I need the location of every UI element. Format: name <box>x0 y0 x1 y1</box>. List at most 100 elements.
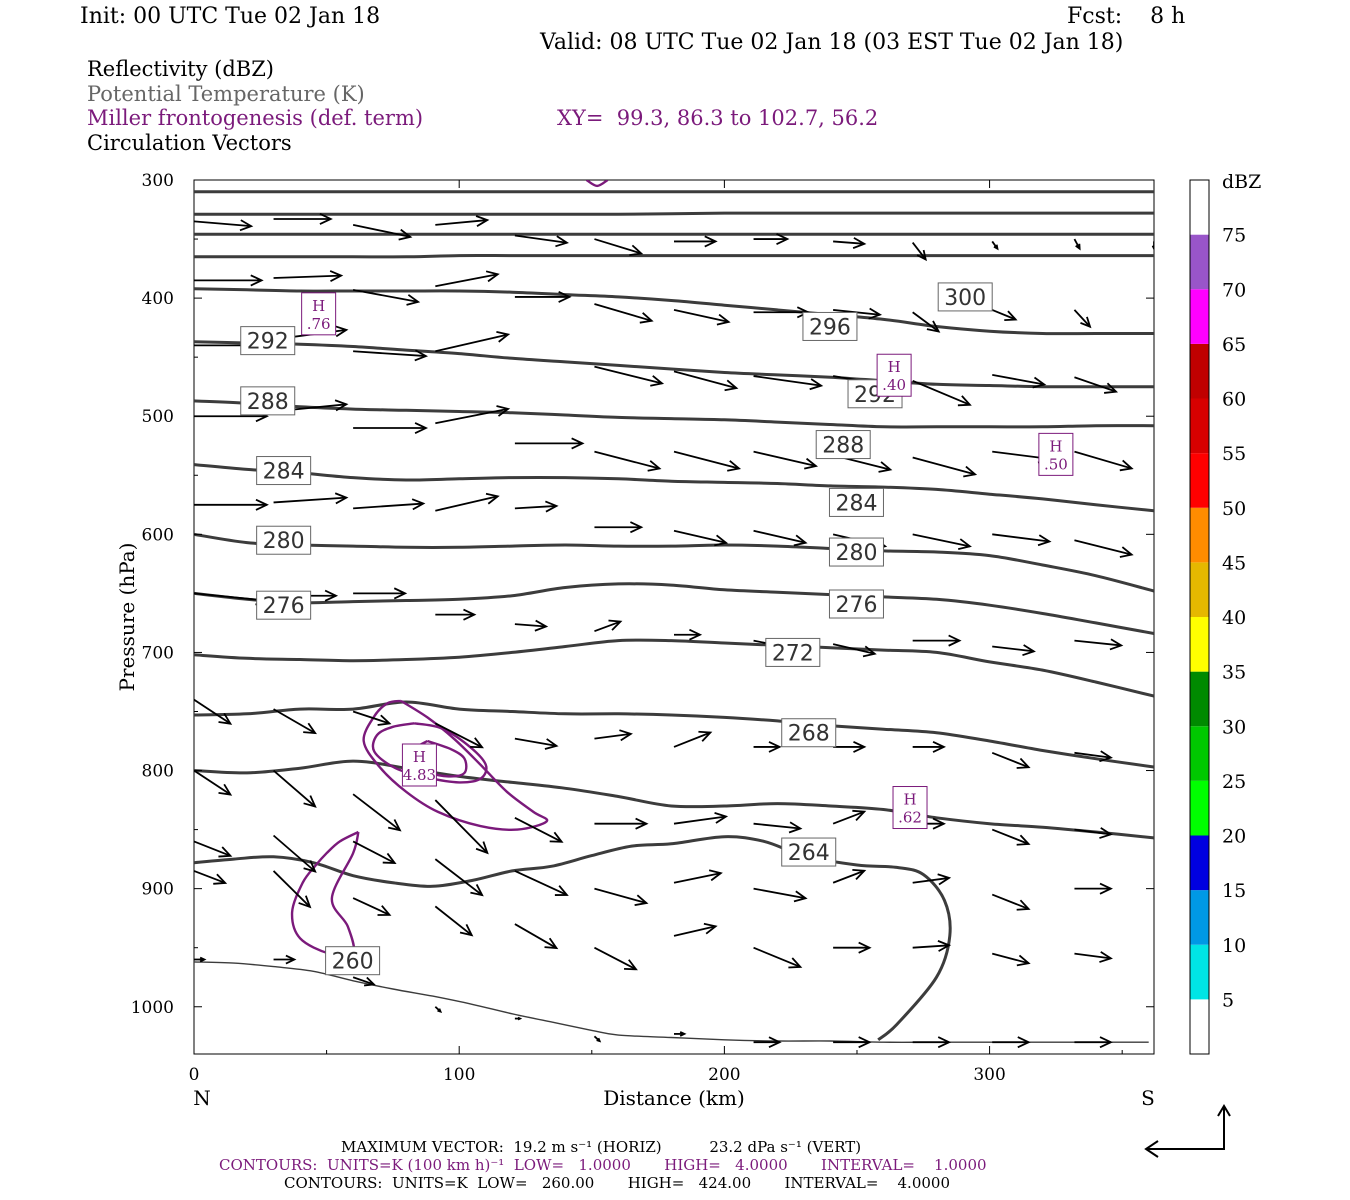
colorbar-swatch <box>1190 780 1209 836</box>
theta-contour-268 <box>194 759 1154 840</box>
circulation-vector <box>594 303 654 324</box>
circulation-vector <box>273 270 344 282</box>
vector-head <box>534 619 549 632</box>
theta-label-box <box>240 386 296 416</box>
theta-label-text: 264 <box>788 841 830 866</box>
vector-shaft <box>912 877 950 884</box>
vector-head <box>377 905 392 916</box>
vector-shaft <box>912 456 976 476</box>
circulation-vector <box>991 828 1031 846</box>
circulation-vector <box>833 740 867 753</box>
circulation-vector <box>992 1036 1031 1049</box>
vector-shaft <box>912 311 940 333</box>
theta-label: 276 <box>828 589 884 619</box>
vector-head <box>963 465 978 478</box>
colorbar-swatch <box>1190 453 1209 508</box>
theta-label-text: 292 <box>247 330 289 355</box>
theta-label-text: 268 <box>788 722 830 747</box>
vector-shaft <box>833 240 865 245</box>
colorbar-level-label: 75 <box>1222 225 1246 247</box>
circulation-vector <box>434 1006 443 1013</box>
circulation-vector <box>594 887 649 906</box>
circulation-vector <box>912 311 941 333</box>
circulation-vector <box>273 213 333 225</box>
circulation-vector <box>272 769 317 808</box>
vector-head <box>937 940 952 952</box>
theta-label: 260 <box>325 946 381 976</box>
circulation-vector <box>273 492 349 505</box>
colorbar-level-label: 25 <box>1222 771 1246 793</box>
legend-potential-temperature: Potential Temperature (K) <box>87 82 365 106</box>
vector-head <box>544 738 559 750</box>
theta-label: 264 <box>781 837 837 867</box>
circulation-vector <box>353 587 408 600</box>
circulation-vector <box>434 799 489 855</box>
theta-label: 288 <box>240 386 296 416</box>
circulation-vector <box>435 492 500 512</box>
colorbar-swatch <box>1190 671 1209 727</box>
theta-label-text: 276 <box>263 594 305 619</box>
circulation-vector <box>991 240 999 251</box>
vector-head <box>255 498 269 511</box>
vector-head <box>1075 243 1081 251</box>
theta-contour-276 <box>194 638 1154 698</box>
vector-head <box>1016 954 1031 967</box>
circulation-vector <box>514 234 569 248</box>
vector-head <box>475 841 489 855</box>
vector-head <box>596 1037 602 1043</box>
vector-shaft <box>435 273 498 288</box>
vector-head <box>329 270 344 282</box>
vector-head <box>1016 757 1031 769</box>
colorbar-swatch <box>1190 398 1209 454</box>
vector-head <box>285 954 297 965</box>
circulation-vector <box>991 751 1031 769</box>
circulation-vector <box>1074 539 1134 558</box>
vector-head <box>1004 310 1018 322</box>
theta-contour-280 <box>194 582 1154 635</box>
vector-head <box>853 740 867 753</box>
circulation-vector <box>194 956 207 963</box>
colorbar-swatch <box>1190 234 1209 290</box>
circulation-vector <box>832 868 867 884</box>
vector-shaft <box>991 893 1029 910</box>
theta-label: 280 <box>256 525 312 555</box>
vector-head <box>937 873 952 886</box>
vector-head <box>1016 834 1031 846</box>
vector-shaft <box>753 822 801 830</box>
colorbar-frame <box>1189 179 1210 1055</box>
theta-label-box <box>325 946 381 976</box>
vector-shaft <box>272 834 316 873</box>
circulation-vector <box>353 498 426 511</box>
circulation-vector <box>594 619 623 633</box>
vector-shaft <box>991 309 1016 321</box>
vector-head <box>1109 638 1124 651</box>
vector-head <box>703 922 718 935</box>
theta-label-box <box>765 637 821 667</box>
colorbar-level-label: 70 <box>1222 279 1246 301</box>
y-tick-label: 400 <box>142 289 174 309</box>
vector-shaft <box>514 923 557 949</box>
vector-shaft <box>992 373 1045 386</box>
frontogenesis-label-value: .62 <box>898 809 922 827</box>
vector-head <box>852 809 867 821</box>
vector-shaft <box>753 375 822 387</box>
vector-head <box>496 331 511 343</box>
frontogenesis-label-h: H <box>1049 437 1062 455</box>
vector-head <box>571 437 585 450</box>
vector-shaft <box>194 769 231 796</box>
theta-label-text: 284 <box>263 460 305 485</box>
theta-label-text: 272 <box>772 641 814 666</box>
frontogenesis-contour-0 <box>362 699 549 831</box>
circulation-vector <box>273 708 317 735</box>
vector-head <box>629 244 644 257</box>
colorbar-swatch <box>1190 890 1209 945</box>
vector-shaft <box>1074 828 1111 836</box>
vector-shaft <box>594 732 631 740</box>
circulation-vector <box>912 533 972 550</box>
theta-label: 284 <box>256 456 312 486</box>
vector-head <box>393 587 408 600</box>
footer-theta-contours: CONTOURS: UNITS=K LOW= 260.00 HIGH= 424.… <box>284 1174 950 1192</box>
circulation-vector <box>912 740 946 753</box>
vector-shaft <box>514 623 547 628</box>
vector-head <box>1099 1036 1113 1049</box>
